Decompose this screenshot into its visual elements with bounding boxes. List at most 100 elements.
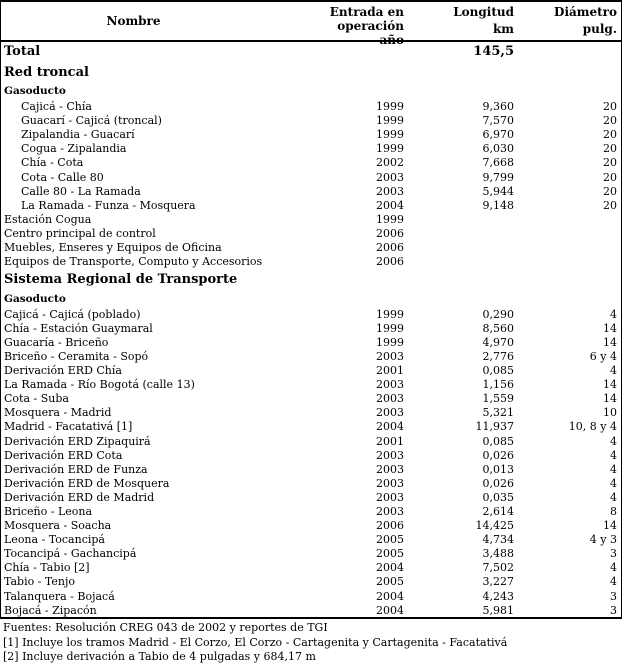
table-row: Zipalandia - Guacarí 1999 6,970 20 (1, 128, 621, 142)
cell-entrada-ano: 1999 (376, 212, 404, 226)
table-row: Derivación ERD Chía 2001 0,085 4 (1, 364, 621, 378)
cell-entrada-ano: 2006 (376, 255, 404, 269)
cell-longitud-km: 7,502 (482, 561, 515, 575)
cell-longitud-km: 0,290 (482, 307, 515, 321)
cell-longitud-km: 2,614 (482, 504, 515, 518)
cell-entrada-ano: 1999 (376, 128, 404, 142)
section-row: Red troncal (1, 61, 621, 83)
cell-nombre: Calle 80 - La Ramada (21, 184, 141, 198)
cell-nombre: Mosquera - Soacha (4, 519, 112, 533)
cell-entrada-ano: 2001 (376, 364, 404, 378)
cell-entrada-ano: 1999 (376, 335, 404, 349)
cell-diametro-pulg: 14 (603, 392, 617, 406)
cell-diametro-pulg: 4 y 3 (589, 533, 617, 547)
table-row: Chía - Cota 2002 7,668 20 (1, 156, 621, 170)
cell-entrada-ano: 2006 (376, 240, 404, 254)
cell-longitud-km: 11,937 (475, 420, 515, 434)
table-row: Leona - Tocancipá 2005 4,734 4 y 3 (1, 533, 621, 547)
cell-entrada-ano: 2005 (376, 547, 404, 561)
cell-diametro-pulg: 20 (603, 100, 617, 114)
table-row: Estación Cogua 1999 (1, 212, 621, 226)
cell-longitud-km: 0,026 (482, 476, 515, 490)
table-row: Cajicá - Chía 1999 9,360 20 (1, 100, 621, 114)
cell-longitud-km: 4,734 (482, 533, 515, 547)
cell-entrada-ano: 2003 (376, 406, 404, 420)
cell-entrada-ano: 2006 (376, 226, 404, 240)
column-header-entrada-line1: Entrada en operación (329, 5, 404, 33)
cell-diametro-pulg: 14 (603, 378, 617, 392)
footnote-1: [1] Incluye los tramos Madrid - El Corzo… (3, 635, 508, 649)
cell-nombre: Derivación ERD Cota (4, 448, 123, 462)
cell-diametro-pulg: 20 (603, 156, 617, 170)
cell-entrada-ano: 2003 (376, 349, 404, 363)
cell-diametro-pulg: 3 (610, 589, 617, 603)
cell-longitud-km: 1,559 (482, 392, 515, 406)
cell-diametro-pulg: 10, 8 y 4 (568, 420, 617, 434)
cell-nombre: Equipos de Transporte, Computo y Accesor… (4, 255, 263, 269)
cell-longitud-km: 6,030 (482, 142, 515, 156)
table-row: Bojacá - Zipacón 2004 5,981 3 (1, 603, 621, 617)
table-row: La Ramada - Río Bogotá (calle 13) 2003 1,1… (1, 378, 621, 392)
cell-entrada-ano: 2003 (376, 448, 404, 462)
cell-diametro-pulg: 20 (603, 198, 617, 212)
cell-longitud-km: 7,570 (482, 114, 515, 128)
cell-entrada-ano: 2003 (376, 476, 404, 490)
total-row: Total 145,5 (1, 42, 621, 61)
cell-diametro-pulg: 4 (610, 575, 617, 589)
cell-nombre: Tocancipá - Gachancipá (4, 547, 137, 561)
footnotes: Fuentes: Resolución CREG 043 de 2002 y r… (0, 621, 622, 665)
cell-entrada-ano: 2002 (376, 156, 404, 170)
cell-nombre: Cogua - Zipalandia (21, 142, 127, 156)
cell-nombre: Muebles, Enseres y Equipos de Oficina (4, 240, 222, 254)
cell-entrada-ano: 2005 (376, 575, 404, 589)
cell-entrada-ano: 1999 (376, 100, 404, 114)
table-row: Mosquera - Madrid 2003 5,321 10 (1, 406, 621, 420)
cell-longitud-km: 0,026 (482, 448, 515, 462)
cell-nombre: Cota - Suba (4, 392, 69, 406)
cell-entrada-ano: 2004 (376, 561, 404, 575)
cell-entrada-ano: 2003 (376, 378, 404, 392)
subsection-row: Gasoducto (1, 291, 621, 308)
cell-entrada-ano: 2005 (376, 533, 404, 547)
cell-longitud-km: 9,148 (482, 198, 515, 212)
table-row: Madrid - Facatativá [1] 2004 11,937 10, 8 y… (1, 420, 621, 434)
table-row: Cogua - Zipalandia 1999 6,030 20 (1, 142, 621, 156)
cell-entrada-ano: 2003 (376, 504, 404, 518)
cell-diametro-pulg: 4 (610, 307, 617, 321)
table-row: Derivación ERD de Mosquera 2003 0,026 4 (1, 476, 621, 490)
cell-diametro-pulg: 3 (610, 603, 617, 617)
cell-diametro-pulg: 4 (610, 462, 617, 476)
cell-nombre: Tabio - Tenjo (4, 575, 76, 589)
cell-nombre: Gasoducto (4, 292, 66, 305)
column-header-longitud: Longitud km (404, 2, 514, 40)
cell-nombre: Estación Cogua (4, 212, 92, 226)
table-row: Muebles, Enseres y Equipos de Oficina 200… (1, 240, 621, 254)
table-row: Cota - Suba 2003 1,559 14 (1, 392, 621, 406)
cell-nombre: Guacaría - Briceño (4, 335, 109, 349)
cell-longitud-km: 0,013 (482, 462, 515, 476)
table-row: Equipos de Transporte, Computo y Accesor… (1, 255, 621, 269)
cell-longitud-km: 5,321 (482, 406, 515, 420)
footnote-2: [2] Incluye derivación a Tabio de 4 pulg… (3, 650, 316, 664)
cell-diametro-pulg: 4 (610, 434, 617, 448)
table-row: Cajicá - Cajicá (poblado) 1999 0,290 4 (1, 307, 621, 321)
table-row: Talanquera - Bojacá 2004 4,243 3 (1, 589, 621, 603)
cell-entrada-ano: 2004 (376, 589, 404, 603)
cell-entrada-ano: 1999 (376, 321, 404, 335)
cell-entrada-ano: 2004 (376, 198, 404, 212)
cell-diametro-pulg: 14 (603, 335, 617, 349)
cell-nombre: Chía - Estación Guaymaral (4, 321, 153, 335)
cell-nombre: Briceño - Ceramita - Sopó (4, 349, 149, 363)
cell-nombre: La Ramada - Funza - Mosquera (21, 198, 196, 212)
cell-longitud-km: 4,243 (482, 589, 515, 603)
cell-diametro-pulg: 4 (610, 490, 617, 504)
cell-longitud-km: 7,668 (482, 156, 515, 170)
table-row: Guacarí - Cajicá (troncal) 1999 7,570 20 (1, 114, 621, 128)
table-row: Chía - Estación Guaymaral 1999 8,560 14 (1, 321, 621, 335)
column-header-longitud-line2: km (492, 22, 514, 36)
cell-nombre: Talanquera - Bojacá (4, 589, 115, 603)
cell-entrada-ano: 2004 (376, 603, 404, 617)
cell-nombre: Centro principal de control (4, 226, 156, 240)
table-body: Total 145,5 Red troncal Gasoducto Cajicá - C… (1, 42, 621, 617)
